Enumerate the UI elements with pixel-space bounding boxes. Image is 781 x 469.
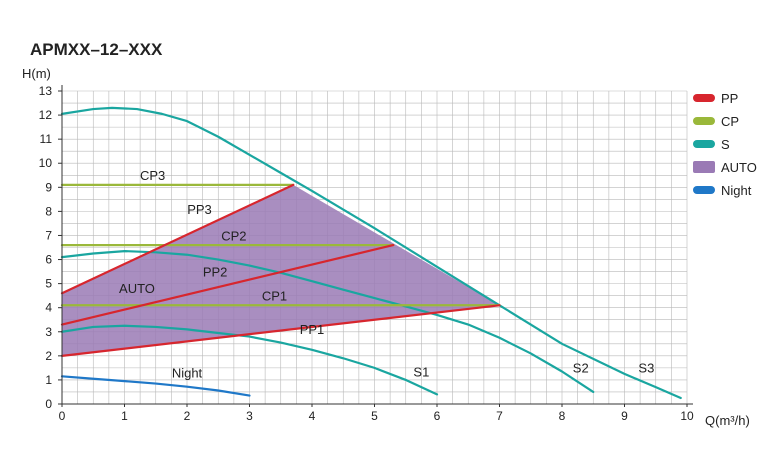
curve-label-s1: S1 xyxy=(413,364,429,379)
series-pp3-line xyxy=(60,183,295,295)
y-tick-label: 11 xyxy=(40,132,53,146)
y-tick-label: 6 xyxy=(45,253,52,267)
y-tick-label: 4 xyxy=(45,301,52,315)
curve-label-cp3: CP3 xyxy=(140,168,165,183)
auto-region-layer xyxy=(62,184,500,356)
legend-swatch-pp xyxy=(693,94,715,102)
legend-swatch-night xyxy=(693,186,715,194)
x-tick-label: 6 xyxy=(434,409,441,423)
x-tick-label: 4 xyxy=(309,409,316,423)
y-tick-label: 3 xyxy=(45,325,52,339)
y-tick-label: 13 xyxy=(39,84,53,98)
y-tick-label: 1 xyxy=(45,373,52,387)
series-pp1-line xyxy=(60,304,501,357)
legend-label-night: Night xyxy=(721,183,752,198)
series-s1-line xyxy=(60,324,439,396)
curve-label-pp1: PP1 xyxy=(300,322,325,337)
x-axis-label: Q(m³/h) xyxy=(705,413,750,428)
x-tick-label: 5 xyxy=(371,409,378,423)
curve-label-pp2: PP2 xyxy=(203,264,228,279)
y-tick-label: 10 xyxy=(39,156,53,170)
y-tick-label: 0 xyxy=(45,397,52,411)
y-tick-label: 7 xyxy=(45,228,52,242)
axes xyxy=(61,85,693,405)
curve-labels: PP1 PP2 PP3 CP1 CP2 CP3 AUTO S1 S2 S3 Night xyxy=(119,168,654,380)
y-tick-label: 5 xyxy=(45,277,52,291)
curve-label-s3: S3 xyxy=(638,361,654,376)
series-layer xyxy=(60,106,682,400)
y-axis-label: H(m) xyxy=(22,66,51,81)
x-tick-label: 0 xyxy=(59,409,66,423)
y-tick-label: 2 xyxy=(45,349,52,363)
x-tick-label: 1 xyxy=(121,409,128,423)
series-pp2-line xyxy=(60,243,395,326)
legend-label-pp: PP xyxy=(721,91,738,106)
curve-label-s2: S2 xyxy=(573,361,589,376)
legend-swatch-auto xyxy=(693,161,715,173)
x-tick-label: 10 xyxy=(680,409,694,423)
legend-swatch-cp xyxy=(693,117,715,125)
legend-label-cp: CP xyxy=(721,114,739,129)
legend-swatch-s xyxy=(693,140,715,148)
chart-title: APMXX–12–XXX xyxy=(30,40,163,59)
x-tick-label: 2 xyxy=(184,409,191,423)
x-tick-label: 3 xyxy=(246,409,253,423)
y-tick-label: 12 xyxy=(39,108,53,122)
curve-label-pp3: PP3 xyxy=(187,202,212,217)
legend: PP CP S AUTO Night xyxy=(693,91,757,198)
legend-label-s: S xyxy=(721,137,730,152)
curve-label-cp1: CP1 xyxy=(262,288,287,303)
x-tick-label: 9 xyxy=(621,409,628,423)
legend-label-auto: AUTO xyxy=(721,160,757,175)
x-tick-label: 7 xyxy=(496,409,503,423)
x-tick-label: 8 xyxy=(559,409,566,423)
auto-region xyxy=(62,184,500,356)
curve-label-cp2: CP2 xyxy=(221,228,246,243)
series-s3-line xyxy=(60,106,682,400)
y-tick-label: 9 xyxy=(45,180,52,194)
curve-label-night: Night xyxy=(172,366,203,381)
series-night-line xyxy=(60,375,251,397)
curve-label-auto: AUTO xyxy=(119,281,155,296)
y-tick-label: 8 xyxy=(45,204,52,218)
